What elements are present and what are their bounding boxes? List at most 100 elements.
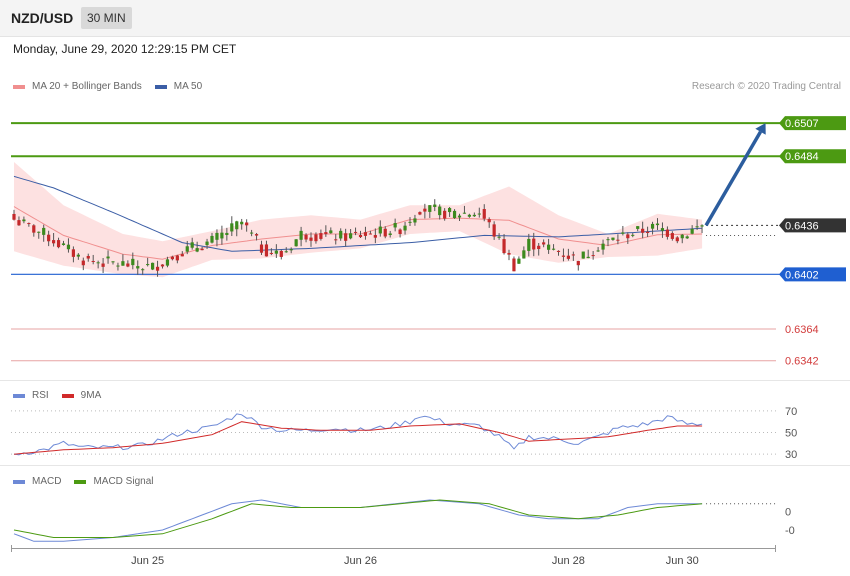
top-bar: NZD/USD 30 MIN bbox=[0, 0, 850, 37]
macd-panel: 0 -0 bbox=[13, 499, 795, 542]
candle-body bbox=[507, 252, 511, 255]
candle-body bbox=[264, 244, 269, 257]
candle-body bbox=[532, 238, 536, 250]
chart-datetime: Monday, June 29, 2020 12:29:15 PM CET bbox=[13, 42, 237, 56]
candle-body bbox=[353, 231, 358, 233]
candle-body bbox=[225, 232, 229, 235]
candle-body bbox=[12, 213, 16, 220]
candle-body bbox=[126, 263, 130, 267]
forecast-arrow-shaft bbox=[704, 130, 763, 227]
x-axis: Jun 25 Jun 26 Jun 28 Jun 30 bbox=[11, 545, 776, 567]
candle-body bbox=[378, 226, 382, 234]
legend-label-ma50: MA 50 bbox=[173, 81, 203, 92]
candle-body bbox=[17, 220, 21, 226]
candle-body bbox=[408, 221, 412, 223]
candle-body bbox=[170, 256, 174, 260]
symbol-label: NZD/USD bbox=[11, 10, 74, 26]
candle-body bbox=[487, 219, 491, 223]
candle-body bbox=[452, 210, 457, 219]
candle-body bbox=[576, 260, 580, 266]
candle-body bbox=[641, 228, 645, 233]
candle-body bbox=[155, 266, 160, 271]
candle-body bbox=[32, 225, 36, 233]
candle-body bbox=[66, 244, 71, 250]
candle-body bbox=[438, 206, 442, 216]
copyright-text: Research © 2020 Trading Central bbox=[691, 81, 841, 92]
level-badge-current bbox=[779, 218, 846, 233]
candle-body bbox=[646, 231, 650, 233]
candle-body bbox=[319, 233, 323, 239]
candle-body bbox=[245, 222, 249, 226]
candle-body bbox=[56, 240, 61, 248]
legend-label-macd-signal: MACD Signal bbox=[93, 476, 154, 487]
candle-body bbox=[551, 248, 556, 250]
candle-body bbox=[151, 262, 155, 270]
candle-body bbox=[215, 232, 219, 240]
x-tick-label: Jun 26 bbox=[344, 555, 377, 567]
ma50-line bbox=[13, 175, 703, 252]
candle-body bbox=[542, 242, 546, 245]
candle-body bbox=[571, 254, 575, 256]
legend-label-macd: MACD bbox=[32, 476, 62, 487]
candle-body bbox=[76, 254, 80, 257]
macd-legend: MACD MACD Signal bbox=[13, 476, 166, 487]
candle-body bbox=[547, 244, 551, 250]
candle-body bbox=[180, 254, 184, 257]
price-legend: MA 20 + Bollinger Bands MA 50 bbox=[13, 81, 215, 92]
candle-body bbox=[428, 205, 432, 212]
candle-body bbox=[690, 228, 694, 234]
legend-item-macd-signal: MACD Signal bbox=[74, 476, 153, 487]
level-label-lower: 0.6342 bbox=[785, 356, 819, 368]
candle-body bbox=[670, 233, 674, 239]
candle-body bbox=[517, 258, 521, 264]
candle-body bbox=[626, 234, 630, 239]
level-badge-support bbox=[779, 267, 846, 282]
candle-body bbox=[210, 235, 214, 243]
candle-body bbox=[373, 235, 377, 238]
candle-body bbox=[522, 250, 526, 259]
timeframe-button[interactable]: 30 MIN bbox=[81, 7, 132, 29]
candle-body bbox=[537, 245, 541, 250]
candle-body bbox=[502, 239, 506, 254]
candle-body bbox=[165, 259, 170, 266]
candle-body bbox=[185, 246, 189, 252]
x-tick-label: Jun 25 bbox=[131, 555, 164, 567]
macd-signal-swatch bbox=[74, 479, 87, 484]
candle-body bbox=[136, 266, 140, 269]
legend-item-macd: MACD bbox=[13, 476, 61, 487]
candle-body bbox=[413, 218, 417, 223]
candle-body bbox=[91, 260, 95, 262]
candle-body bbox=[433, 204, 437, 207]
rsi-swatch bbox=[13, 393, 25, 398]
candle-body bbox=[665, 229, 669, 237]
forecast-arrow-layer bbox=[704, 123, 766, 227]
candle-body bbox=[457, 215, 462, 218]
macd-swatch bbox=[13, 479, 25, 484]
rsi-panel: 70 50 30 bbox=[11, 406, 797, 461]
candle-body bbox=[591, 255, 595, 257]
legend-label-bollinger: MA 20 + Bollinger Bands bbox=[32, 81, 142, 92]
legend-item-ma50: MA 50 bbox=[154, 81, 203, 92]
candle-body bbox=[388, 233, 392, 235]
candle-body bbox=[334, 239, 338, 241]
candle-body bbox=[482, 209, 486, 219]
candle-body bbox=[230, 223, 234, 232]
level-badge-resistance bbox=[779, 116, 846, 131]
candle-body bbox=[448, 208, 452, 213]
macd-signal-line bbox=[13, 499, 703, 538]
candle-body bbox=[284, 251, 288, 253]
candle-body bbox=[512, 258, 516, 272]
candle-body bbox=[636, 226, 640, 229]
level-label-lower: 0.6364 bbox=[785, 324, 819, 336]
candle-body bbox=[71, 249, 75, 257]
candle-body bbox=[368, 233, 372, 235]
candle-body bbox=[200, 248, 204, 251]
candle-body bbox=[363, 232, 368, 236]
rsi-legend: RSI 9MA bbox=[13, 390, 114, 401]
rsi-tick-label: 70 bbox=[785, 406, 797, 418]
candle-body bbox=[556, 250, 561, 252]
legend-label-rsi-ma: 9MA bbox=[80, 390, 102, 401]
macd-line bbox=[13, 499, 703, 542]
candle-body bbox=[121, 261, 125, 266]
